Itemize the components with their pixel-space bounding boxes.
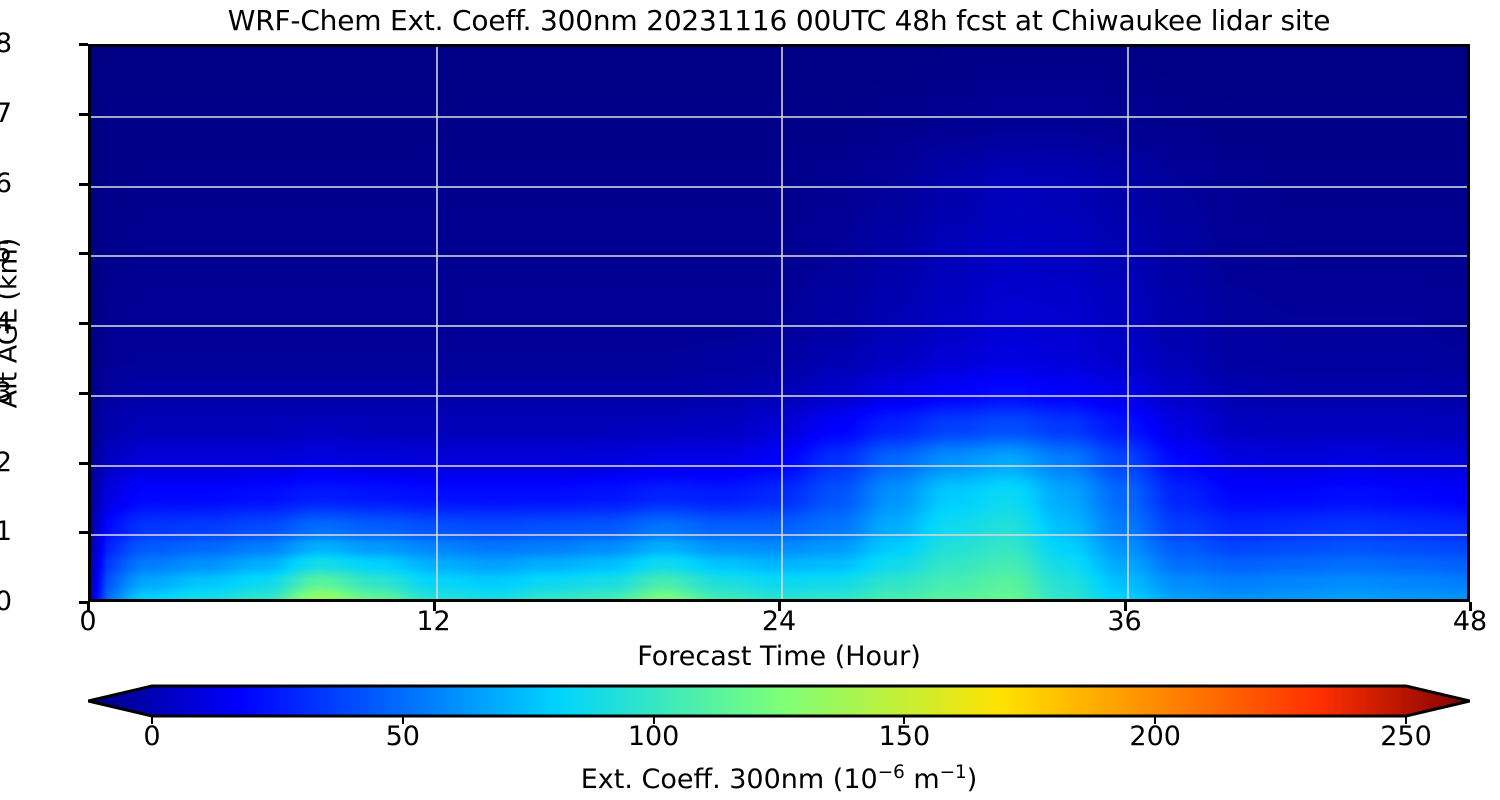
colorbar-tick-mark — [401, 716, 404, 724]
x-tick-label: 24 — [761, 606, 797, 637]
colorbar-tick-mark — [1154, 716, 1157, 724]
chart-title: WRF-Chem Ext. Coeff. 300nm 20231116 00UT… — [227, 4, 1331, 37]
colorbar-tick-mark — [903, 716, 906, 724]
colorbar — [88, 682, 1470, 720]
y-tick-label: 2 — [0, 446, 12, 478]
colorbar-tick-mark — [652, 716, 655, 724]
y-tick-label: 0 — [0, 586, 12, 617]
y-tick-mark — [79, 252, 88, 256]
x-tick-label: 36 — [1107, 606, 1142, 637]
colorbar-exponent-metre: −6 — [877, 762, 905, 783]
y-tick-mark — [79, 601, 88, 604]
colorbar-tick-mark — [151, 716, 153, 724]
y-tick-label: 7 — [0, 97, 12, 129]
colorbar-tick-label: 0 — [143, 721, 161, 752]
colorbar-tick-label: 50 — [385, 721, 420, 752]
colorbar-exponent-inverse: −1 — [939, 762, 967, 783]
y-tick-label: 8 — [0, 28, 12, 59]
x-tick-label: 12 — [416, 606, 451, 637]
colorbar-tick-label: 200 — [1129, 721, 1181, 752]
y-axis-label: Alt AGL (km) — [0, 237, 24, 409]
extinction-coefficient-heatmap — [91, 47, 1467, 599]
x-tick-mark — [778, 602, 781, 611]
y-tick-label: 3 — [0, 376, 12, 408]
x-tick-label: 48 — [1452, 606, 1488, 637]
x-tick-mark — [432, 602, 436, 611]
colorbar-tick-label: 100 — [627, 721, 680, 752]
y-tick-mark — [79, 322, 88, 325]
y-tick-mark — [79, 182, 88, 186]
colorbar-label: Ext. Coeff. 300nm (10−6 m−1) — [580, 762, 978, 795]
y-tick-mark — [79, 43, 88, 46]
x-tick-label: 0 — [79, 606, 97, 637]
colorbar-gradient — [88, 684, 1470, 718]
y-tick-mark — [79, 461, 88, 465]
x-axis-label: Forecast Time (Hour) — [637, 641, 921, 672]
x-tick-mark — [87, 602, 90, 611]
x-tick-mark — [1469, 602, 1472, 611]
plot-axes-area — [88, 44, 1470, 602]
y-tick-mark — [79, 531, 88, 535]
y-tick-mark — [79, 391, 88, 395]
y-tick-label: 1 — [0, 516, 12, 548]
y-tick-label: 4 — [0, 307, 12, 338]
colorbar-tick-label: 150 — [878, 721, 931, 752]
colorbar-tick-mark — [1405, 716, 1407, 724]
y-tick-label: 6 — [0, 167, 12, 199]
y-tick-label: 5 — [0, 237, 12, 269]
colorbar-tick-label: 250 — [1380, 721, 1432, 752]
x-tick-mark — [1123, 602, 1127, 611]
y-tick-mark — [79, 112, 88, 116]
